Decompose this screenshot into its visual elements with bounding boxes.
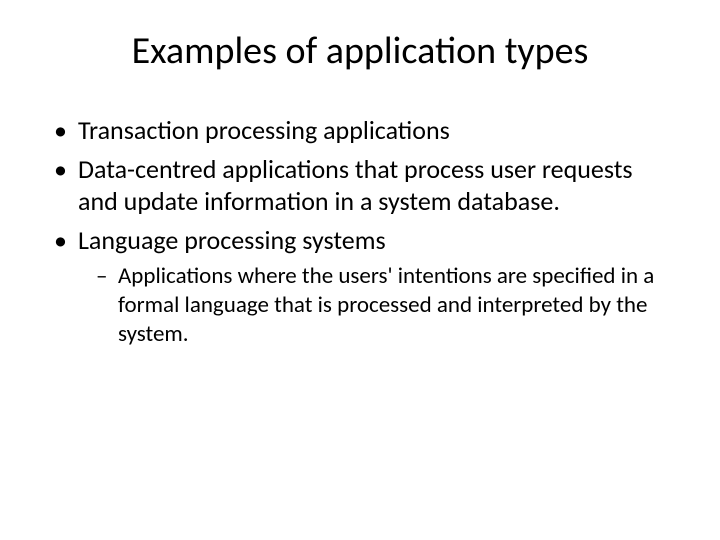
- bullet-list: Transaction processing applications Data…: [54, 114, 672, 348]
- list-item: Language processing systems Applications…: [54, 224, 672, 349]
- list-item: Transaction processing applications: [54, 114, 672, 147]
- bullet-text: Transaction processing applications: [78, 114, 450, 146]
- slide: Examples of application types Transactio…: [0, 0, 720, 540]
- list-item: Data-centred applications that process u…: [54, 153, 672, 218]
- sub-bullet-list: Applications where the users' intentions…: [96, 262, 672, 348]
- bullet-text: Data-centred applications that process u…: [78, 153, 633, 218]
- bullet-text: Language processing systems: [78, 224, 386, 256]
- slide-title: Examples of application types: [48, 28, 672, 74]
- sub-bullet-text: Applications where the users' intentions…: [118, 262, 654, 348]
- sub-list-item: Applications where the users' intentions…: [96, 262, 672, 348]
